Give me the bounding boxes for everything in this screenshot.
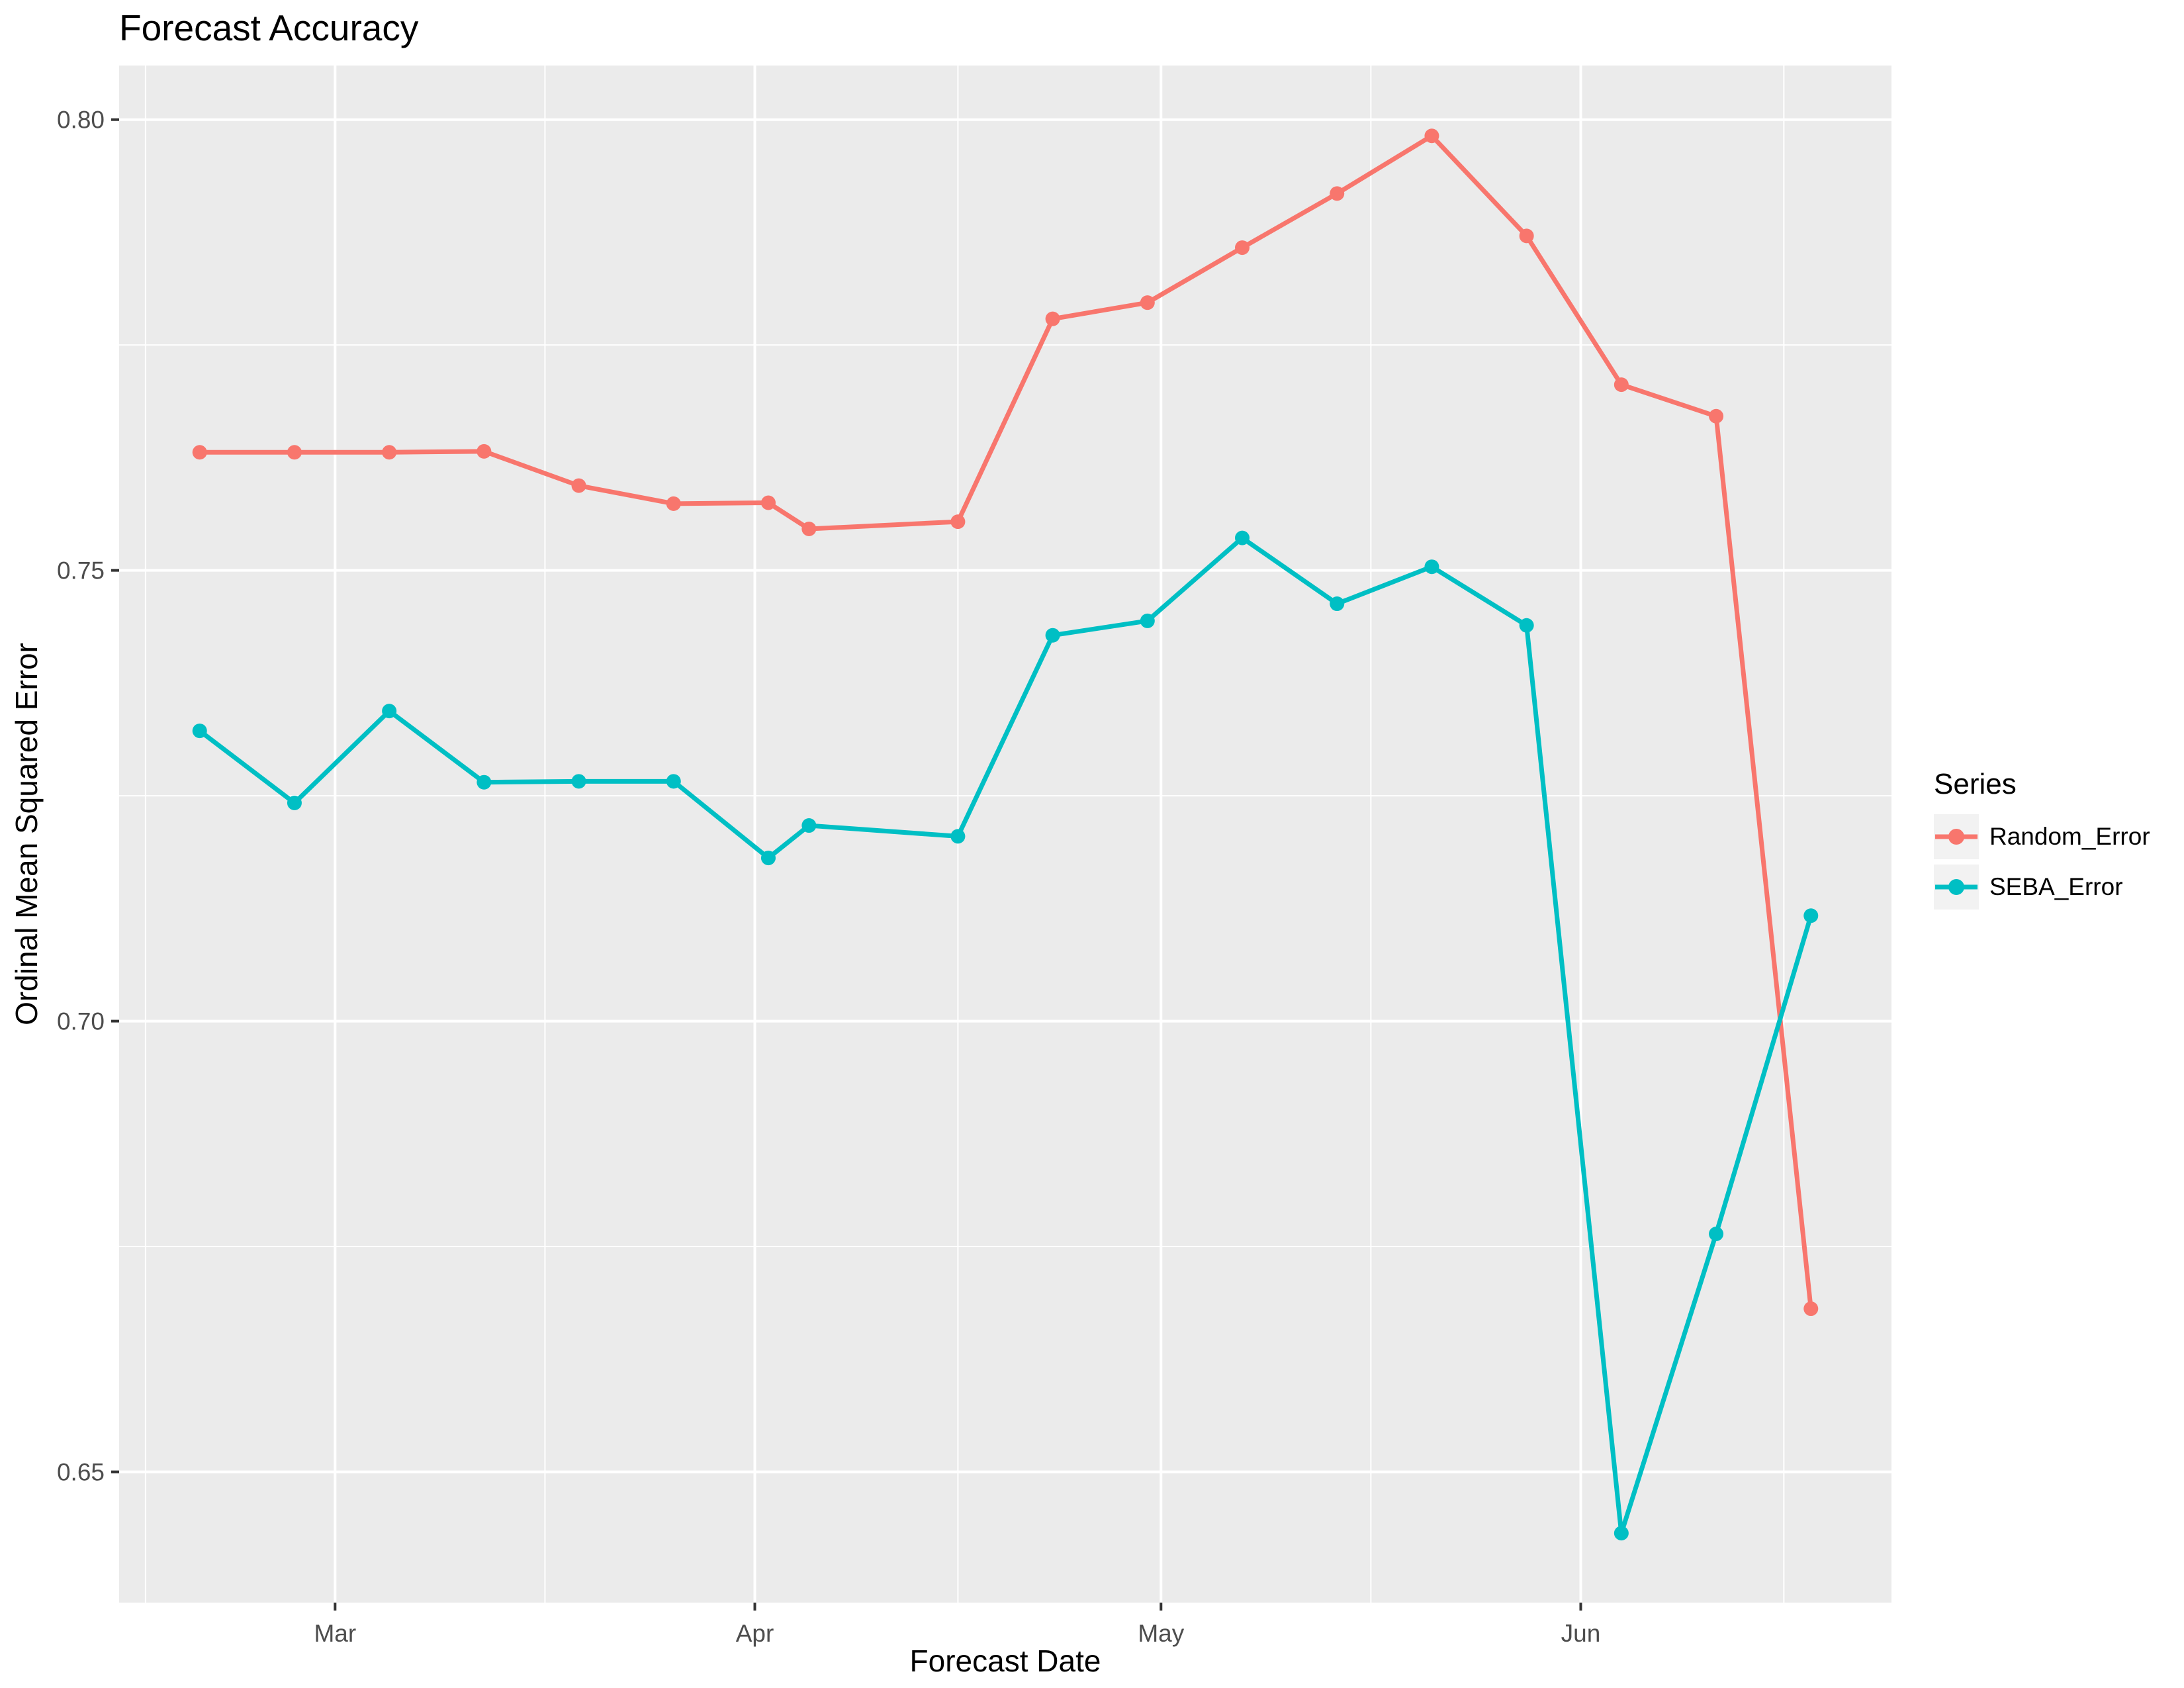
data-point <box>1424 559 1439 575</box>
legend-label: SEBA_Error <box>1989 873 2123 900</box>
data-point <box>287 445 302 460</box>
data-point <box>801 818 817 833</box>
data-point <box>1330 186 1345 201</box>
data-point <box>382 445 397 460</box>
data-point <box>192 445 207 460</box>
data-point <box>382 704 397 719</box>
data-point <box>287 796 302 811</box>
data-point <box>192 724 207 739</box>
data-point <box>477 774 492 790</box>
data-point <box>666 774 681 789</box>
data-point <box>1614 377 1629 393</box>
data-point <box>1140 613 1155 628</box>
legend-item-SEBA_Error: SEBA_Error <box>1934 865 2150 910</box>
data-point <box>1045 628 1060 643</box>
panel-background <box>119 66 1891 1603</box>
axis-ticks <box>111 118 1582 1611</box>
series-points-Random_Error <box>192 128 1819 1317</box>
x-tick-label: Jun <box>1561 1620 1601 1647</box>
x-tick-label: Apr <box>736 1620 774 1647</box>
x-axis-title: Forecast Date <box>909 1644 1101 1678</box>
data-point <box>950 829 966 844</box>
data-point <box>1803 908 1819 923</box>
legend-label: Random_Error <box>1989 823 2150 850</box>
data-point <box>1614 1526 1629 1541</box>
y-tick-labels: 0.65 0.70 0.75 0.80 <box>57 107 105 1486</box>
legend-title: Series <box>1934 768 2017 800</box>
y-tick-label: 0.80 <box>57 107 105 134</box>
data-point <box>1140 295 1155 310</box>
series-line-SEBA_Error <box>198 536 1813 1536</box>
data-point <box>1045 311 1060 326</box>
data-point <box>1519 228 1534 244</box>
legend: Series Random_Error SEBA_Error <box>1934 768 2150 915</box>
y-tick-label: 0.65 <box>57 1459 105 1486</box>
series-points-SEBA_Error <box>192 530 1819 1541</box>
y-tick-label: 0.70 <box>57 1008 105 1035</box>
data-point <box>950 514 966 530</box>
legend-item-Random_Error: Random_Error <box>1934 814 2150 859</box>
grid-minor <box>119 66 1891 1603</box>
legend-key-icon <box>1934 814 1979 859</box>
data-point <box>477 444 492 459</box>
data-point <box>666 496 681 511</box>
data-point <box>1330 596 1345 612</box>
data-point <box>1519 618 1534 633</box>
data-point <box>1803 1301 1819 1317</box>
legend-items: Random_Error SEBA_Error <box>1934 814 2150 910</box>
data-point <box>1709 1226 1724 1241</box>
data-point <box>760 851 776 866</box>
x-tick-labels: Mar Apr May Jun <box>314 1620 1600 1647</box>
data-point <box>571 478 586 493</box>
x-tick-label: May <box>1138 1620 1184 1647</box>
data-point <box>801 522 817 537</box>
data-point <box>1424 128 1439 144</box>
data-point <box>1235 530 1250 545</box>
data-point <box>760 495 776 510</box>
series-line-Random_Error <box>199 133 1813 1309</box>
y-tick-label: 0.75 <box>57 557 105 585</box>
data-point <box>571 774 586 789</box>
legend-key-icon <box>1934 865 1979 910</box>
x-tick-label: Mar <box>314 1620 356 1647</box>
plot-title: Forecast Accuracy <box>119 7 419 48</box>
y-axis-title: Ordinal Mean Squared Error <box>9 643 44 1025</box>
data-point <box>1235 240 1250 256</box>
data-point <box>1709 408 1724 424</box>
